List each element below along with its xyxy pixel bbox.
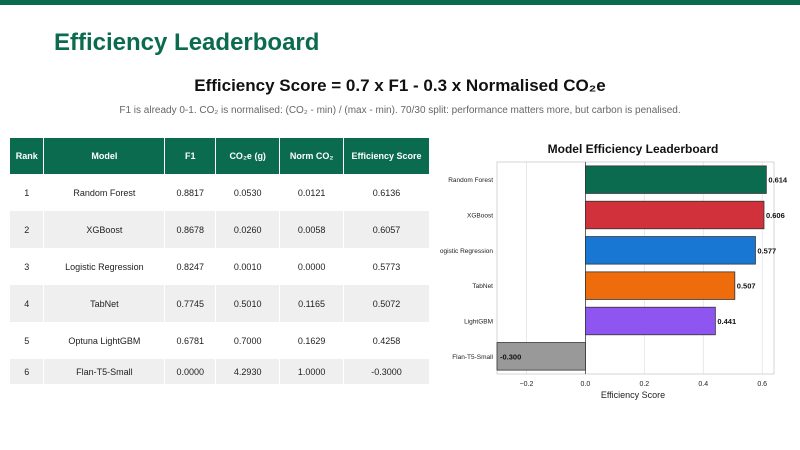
- cell-f1: 0.7745: [164, 285, 217, 322]
- cell-model: Flan-T5-Small: [43, 359, 166, 384]
- table-header-row: Rank Model F1 CO₂e (g) Norm CO₂ Efficien…: [10, 138, 430, 174]
- chart-data-label: 0.507: [737, 282, 756, 291]
- cell-norm-co2: 0.1165: [279, 285, 345, 322]
- table-row: 4 TabNet 0.7745 0.5010 0.1165 0.5072: [10, 285, 430, 322]
- chart-data-label: 0.614: [768, 176, 788, 185]
- top-accent-bar: [0, 0, 800, 5]
- cell-efficiency-score: 0.4258: [343, 322, 430, 359]
- cell-efficiency-score: -0.3000: [343, 359, 430, 384]
- header-norm-co2: Norm CO₂: [279, 138, 345, 174]
- cell-f1: 0.8678: [164, 211, 217, 248]
- table-row: 1 Random Forest 0.8817 0.0530 0.0121 0.6…: [10, 174, 430, 211]
- chart-x-tick-label: 0.4: [698, 381, 708, 388]
- chart-data-label: -0.300: [500, 352, 521, 361]
- header-f1: F1: [164, 138, 217, 174]
- cell-model: Random Forest: [43, 174, 166, 211]
- chart-svg: Model Efficiency Leaderboard Efficiency …: [440, 142, 788, 400]
- chart-x-axis-label: Efficiency Score: [601, 390, 665, 400]
- cell-norm-co2: 1.0000: [279, 359, 345, 384]
- efficiency-chart: Model Efficiency Leaderboard Efficiency …: [440, 138, 790, 408]
- cell-rank: 5: [10, 322, 45, 359]
- header-efficiency-score: Efficiency Score: [343, 138, 430, 174]
- chart-bar: [585, 165, 767, 194]
- cell-model: XGBoost: [43, 211, 166, 248]
- cell-rank: 4: [10, 285, 45, 322]
- cell-efficiency-score: 0.6136: [343, 174, 430, 211]
- cell-norm-co2: 0.0121: [279, 174, 345, 211]
- chart-y-tick-label: TabNet: [472, 283, 493, 290]
- cell-efficiency-score: 0.5072: [343, 285, 430, 322]
- subtitle-text: F1 is already 0-1. CO₂ is normalised: (C…: [119, 105, 681, 116]
- cell-efficiency-score: 0.5773: [343, 248, 430, 285]
- chart-y-tick-label: Flan-T5-Small: [452, 354, 493, 361]
- header-co2e: CO₂e (g): [215, 138, 281, 174]
- chart-y-tick-label: LightGBM: [464, 319, 493, 326]
- table-row: 5 Optuna LightGBM 0.6781 0.7000 0.1629 0…: [10, 322, 430, 359]
- chart-x-tick-label: 0.0: [581, 381, 591, 388]
- chart-y-tick-label: Logistic Regression: [440, 248, 493, 255]
- cell-efficiency-score: 0.6057: [343, 211, 430, 248]
- cell-co2e: 0.0260: [215, 211, 281, 248]
- chart-y-tick-label: XGBoost: [467, 213, 493, 220]
- cell-rank: 3: [10, 248, 45, 285]
- cell-rank: 1: [10, 174, 45, 211]
- chart-bar: [496, 342, 586, 371]
- chart-bar: [585, 200, 765, 230]
- table-row: 6 Flan-T5-Small 0.0000 4.2930 1.0000 -0.…: [10, 359, 430, 384]
- table-row: 3 Logistic Regression 0.8247 0.0010 0.00…: [10, 248, 430, 285]
- cell-f1: 0.6781: [164, 322, 217, 359]
- cell-co2e: 0.7000: [215, 322, 281, 359]
- cell-rank: 2: [10, 211, 45, 248]
- chart-title: Model Efficiency Leaderboard: [548, 142, 719, 156]
- cell-norm-co2: 0.0058: [279, 211, 345, 248]
- cell-co2e: 0.0530: [215, 174, 281, 211]
- chart-x-tick-label: −0.2: [520, 381, 534, 388]
- chart-y-tick-label: Random Forest: [448, 177, 493, 184]
- chart-x-tick-label: 0.2: [639, 381, 649, 388]
- chart-data-label: 0.577: [757, 246, 776, 255]
- header-rank: Rank: [10, 138, 45, 174]
- cell-f1: 0.8817: [164, 174, 217, 211]
- cell-model: TabNet: [43, 285, 166, 322]
- cell-f1: 0.0000: [164, 359, 217, 384]
- chart-bar: [585, 236, 756, 265]
- cell-norm-co2: 0.1629: [279, 322, 345, 359]
- table-row: 2 XGBoost 0.8678 0.0260 0.0058 0.6057: [10, 211, 430, 248]
- chart-data-label: 0.606: [766, 211, 785, 220]
- cell-rank: 6: [10, 359, 45, 384]
- chart-data-label: 0.441: [717, 317, 736, 326]
- cell-model: Logistic Regression: [43, 248, 166, 285]
- formula-text: Efficiency Score = 0.7 x F1 - 0.3 x Norm…: [194, 76, 606, 95]
- cell-model: Optuna LightGBM: [43, 322, 166, 359]
- page-title: Efficiency Leaderboard: [54, 29, 320, 56]
- chart-x-tick-label: 0.6: [757, 381, 767, 388]
- leaderboard-table: Rank Model F1 CO₂e (g) Norm CO₂ Efficien…: [10, 138, 430, 384]
- chart-bar: [585, 306, 716, 336]
- cell-co2e: 0.5010: [215, 285, 281, 322]
- header-model: Model: [43, 138, 166, 174]
- chart-plot-frame: [496, 161, 775, 375]
- cell-co2e: 0.0010: [215, 248, 281, 285]
- cell-f1: 0.8247: [164, 248, 217, 285]
- chart-bar: [585, 271, 736, 300]
- cell-norm-co2: 0.0000: [279, 248, 345, 285]
- cell-co2e: 4.2930: [215, 359, 281, 384]
